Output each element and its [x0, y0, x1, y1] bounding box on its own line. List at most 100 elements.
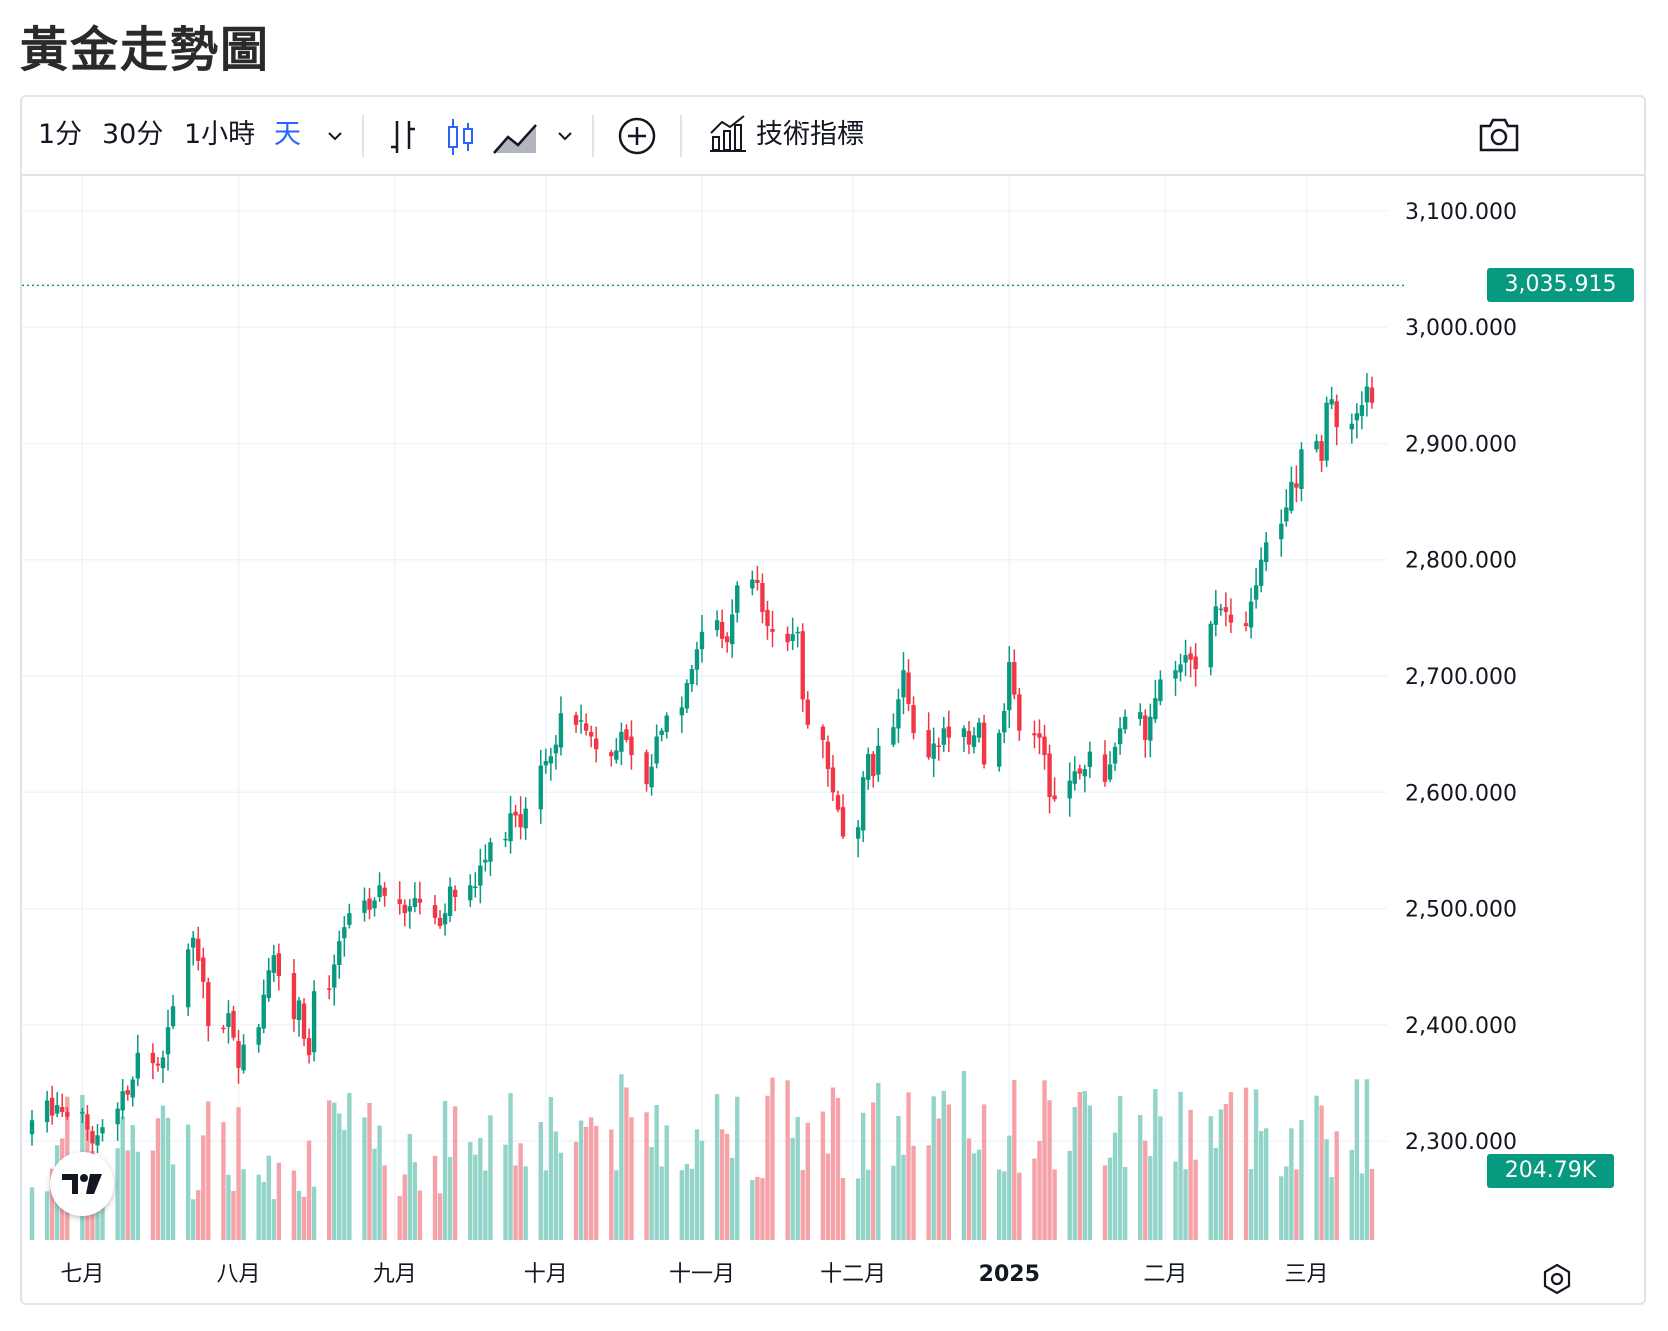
time-axis-label: 三月: [1284, 1262, 1328, 1287]
candle-body: [629, 736, 634, 756]
page-title: 黃金走勢圖: [20, 22, 271, 78]
volume-bar: [452, 1106, 458, 1240]
interval-30min-button[interactable]: 30分: [102, 119, 164, 150]
candlestick-icon[interactable]: [446, 115, 476, 159]
volume-bar: [578, 1120, 584, 1240]
interval-1min-button[interactable]: 1分: [38, 119, 83, 150]
candle-body: [231, 1010, 236, 1038]
volume-bar: [135, 1151, 140, 1240]
candle-body: [100, 1127, 105, 1134]
volume-bar: [800, 1169, 805, 1240]
volume-bar: [1279, 1176, 1284, 1240]
volume-bar: [805, 1122, 810, 1240]
candle-body: [946, 726, 952, 738]
volume-bar: [1294, 1169, 1299, 1240]
candle-body: [1369, 387, 1375, 403]
volume-bar: [543, 1170, 549, 1240]
candle-body: [301, 1003, 307, 1039]
candle-body: [150, 1052, 156, 1064]
candle-body: [201, 957, 206, 982]
volume-bar: [926, 1145, 931, 1240]
chevron-down-icon[interactable]: [554, 125, 576, 147]
candle-body: [1223, 607, 1229, 613]
candle-body: [1122, 716, 1128, 730]
tradingview-logo[interactable]: [50, 1152, 114, 1216]
volume-bar: [276, 1162, 282, 1240]
volume-bar: [1148, 1156, 1153, 1240]
volume-bar: [941, 1090, 946, 1240]
candle-body: [1354, 413, 1360, 421]
volume-bar: [1082, 1091, 1088, 1240]
volume-bar: [1052, 1169, 1057, 1240]
candle-body: [221, 1027, 226, 1030]
settings-icon[interactable]: [1540, 1262, 1574, 1296]
volume-bar: [332, 1102, 337, 1240]
candle-body: [966, 731, 972, 745]
volume-bar: [654, 1105, 659, 1240]
candle-body: [518, 814, 523, 828]
volume-bar: [1213, 1147, 1218, 1240]
volume-bar: [770, 1077, 775, 1240]
plus-circle-icon[interactable]: [616, 115, 658, 157]
volume-bar: [397, 1196, 402, 1240]
candle-body: [60, 1106, 65, 1113]
candle-body: [261, 994, 266, 1029]
candle-body: [1077, 768, 1082, 774]
volume-bar: [1193, 1159, 1198, 1240]
volume-bar: [1243, 1087, 1249, 1240]
candle-body: [1324, 402, 1329, 461]
candle-body: [130, 1079, 135, 1098]
candle-body: [901, 670, 906, 698]
volume-bar: [196, 1190, 201, 1240]
interval-day-button[interactable]: 天: [274, 119, 301, 150]
volume-tag: 204.79K: [1487, 1154, 1614, 1188]
volume-bar: [306, 1140, 312, 1240]
camera-icon[interactable]: [1478, 115, 1520, 155]
candle-body: [1294, 483, 1299, 488]
cut-off-link[interactable]: [955, 1306, 962, 1331]
indicators-button[interactable]: 技術指標: [756, 119, 864, 150]
volume-bar: [1289, 1128, 1294, 1240]
volume-bar: [150, 1150, 156, 1240]
volume-bar: [755, 1176, 760, 1240]
candle-body: [941, 728, 946, 745]
candle-body: [120, 1091, 125, 1111]
candle-body: [926, 730, 931, 758]
candle-body: [1047, 753, 1052, 797]
volume-bar: [432, 1155, 438, 1240]
volume-bar: [412, 1162, 418, 1240]
volume-bar: [241, 1169, 246, 1240]
volume-bar: [271, 1199, 276, 1240]
candle-body: [65, 1112, 70, 1117]
candle-body: [558, 713, 564, 748]
candle-body: [588, 732, 594, 737]
volume-bar: [1223, 1103, 1229, 1240]
volume-bar: [377, 1125, 382, 1240]
volume-bar: [236, 1107, 241, 1240]
volume-bar: [1263, 1128, 1269, 1240]
candle-body: [155, 1063, 161, 1066]
price-chart[interactable]: 3,100.000 3,000.000 2,900.000 2,800.000 2,70…: [22, 176, 1644, 1303]
candle-body: [442, 913, 448, 925]
candle-body: [382, 887, 387, 896]
candle-body: [483, 859, 488, 863]
volume-bar: [115, 1148, 120, 1240]
volume-bar: [337, 1113, 342, 1240]
candle-body: [619, 731, 624, 752]
candle-body: [447, 886, 453, 916]
candle-body: [694, 649, 700, 670]
area-chart-icon[interactable]: [492, 117, 540, 157]
candle-body: [765, 610, 770, 627]
candle-body: [891, 727, 896, 745]
candle-body: [226, 1013, 231, 1027]
candle-body: [820, 726, 826, 740]
interval-1hour-button[interactable]: 1小時: [184, 119, 256, 150]
time-axis-label: 二月: [1143, 1262, 1187, 1287]
candle-body: [735, 585, 740, 613]
candle-body: [1037, 733, 1042, 738]
bar-chart-icon[interactable]: [388, 117, 420, 157]
chevron-down-icon[interactable]: [324, 125, 346, 147]
indicators-icon[interactable]: [708, 113, 748, 153]
volume-bar: [906, 1092, 911, 1240]
volume-bar: [1173, 1161, 1178, 1240]
